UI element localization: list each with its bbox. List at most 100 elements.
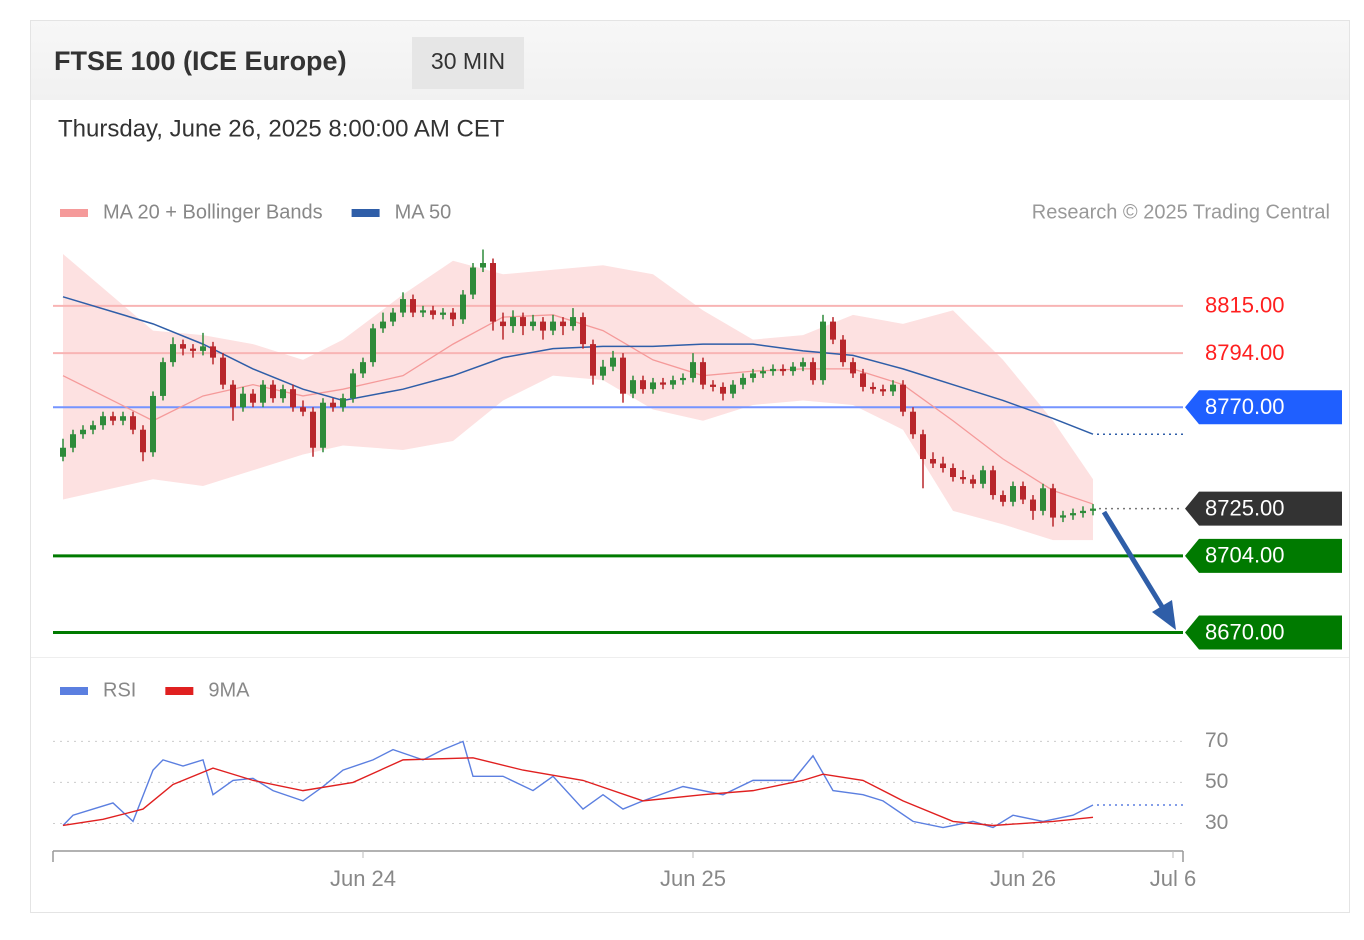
candle-body — [570, 317, 576, 327]
candle-body — [920, 434, 926, 460]
candle-body — [850, 362, 856, 374]
candle-body — [740, 377, 746, 385]
candle-body — [270, 384, 276, 399]
candle-body — [140, 429, 146, 453]
candle-body — [1020, 486, 1026, 500]
forecast-arrowhead — [1152, 600, 1176, 630]
candle-body — [730, 384, 736, 394]
candle-body — [350, 373, 356, 399]
rsi-ma-line — [62, 757, 1094, 827]
candle-body — [640, 380, 646, 390]
candle-body — [90, 425, 96, 430]
candle-body — [360, 362, 366, 374]
candle-body — [470, 267, 476, 295]
price-panel: MA 20 + Bollinger Bands MA 50 8815.00 8794.… — [53, 201, 1342, 650]
candle-body — [560, 321, 566, 327]
candle-body — [820, 321, 826, 381]
candle-body — [410, 299, 416, 313]
candle-body — [60, 447, 66, 457]
title: FTSE 100 (ICE Europe) — [54, 46, 347, 76]
candle-body — [840, 339, 846, 363]
candle-body — [660, 382, 666, 385]
candle-body — [980, 470, 986, 484]
candle-body — [310, 411, 316, 448]
candle-body — [430, 310, 436, 315]
candle-body — [150, 395, 156, 453]
candle-body — [970, 479, 976, 484]
y-tick-label: 70 — [1205, 729, 1228, 752]
candle-body — [1060, 515, 1066, 518]
candle-body — [100, 416, 106, 426]
candle-body — [630, 380, 636, 394]
candle-body — [770, 368, 776, 372]
candle-body — [180, 344, 186, 349]
candle-body — [800, 362, 806, 367]
candle-body — [590, 344, 596, 376]
candle-body — [650, 382, 656, 390]
candle-body — [750, 373, 756, 378]
candle-body — [110, 416, 116, 421]
candle-body — [240, 393, 246, 408]
candle-body — [390, 312, 396, 322]
legend-swatch — [165, 687, 194, 695]
candle-body — [530, 321, 536, 327]
candle-body — [1000, 495, 1006, 502]
candle-body — [210, 346, 216, 358]
y-tick-label: 50 — [1205, 770, 1228, 793]
candle-body — [810, 362, 816, 381]
candle-body — [1010, 486, 1016, 502]
interval: 30 MIN — [431, 48, 505, 74]
candle-body — [960, 477, 966, 480]
forecast-arrow — [1101, 510, 1167, 612]
level-label: 8704.00 — [1205, 543, 1285, 568]
candle-body — [760, 371, 766, 374]
candle-body — [930, 459, 936, 464]
candle-body — [890, 384, 896, 392]
level-tag — [1185, 538, 1342, 573]
candle-body — [280, 389, 286, 399]
candle-body — [780, 368, 786, 372]
level-label: 8770.00 — [1205, 394, 1285, 419]
candle-body — [700, 362, 706, 385]
legend-label: RSI — [103, 679, 136, 701]
legend-swatch — [60, 687, 88, 695]
candle-body — [670, 380, 676, 385]
candle-body — [540, 321, 546, 331]
candle-body — [120, 416, 126, 421]
candle-body — [690, 362, 696, 378]
candle-body — [480, 263, 486, 268]
candle-body — [910, 411, 916, 435]
candle-body — [610, 357, 616, 367]
candle-body — [990, 470, 996, 496]
candle-body — [200, 346, 206, 351]
x-tick-label: Jun 24 — [330, 866, 396, 891]
candle-body — [80, 429, 86, 435]
candle-body — [520, 317, 526, 327]
candle-body — [370, 328, 376, 363]
candle-body — [420, 310, 426, 313]
candle-body — [1030, 499, 1036, 511]
candle-body — [550, 321, 556, 331]
candle-body — [580, 317, 586, 345]
legend-label: 9MA — [208, 679, 250, 701]
candle-body — [130, 416, 136, 430]
candle-body — [440, 312, 446, 315]
legend-swatch — [60, 209, 88, 217]
candle-body — [510, 317, 516, 327]
candle-body — [220, 357, 226, 385]
candle-body — [500, 321, 506, 327]
candle-body — [1050, 488, 1056, 518]
candle-body — [1040, 488, 1046, 511]
candle-body — [900, 384, 906, 412]
candle-body — [870, 386, 876, 390]
ma50-line — [62, 296, 1094, 435]
candle-body — [620, 357, 626, 394]
credit: Research © 2025 Trading Central — [1032, 201, 1330, 223]
candle-body — [790, 366, 796, 372]
level-label: 8815.00 — [1205, 293, 1285, 318]
candle-body — [860, 373, 866, 387]
candle-body — [170, 344, 176, 363]
candle-body — [230, 384, 236, 408]
